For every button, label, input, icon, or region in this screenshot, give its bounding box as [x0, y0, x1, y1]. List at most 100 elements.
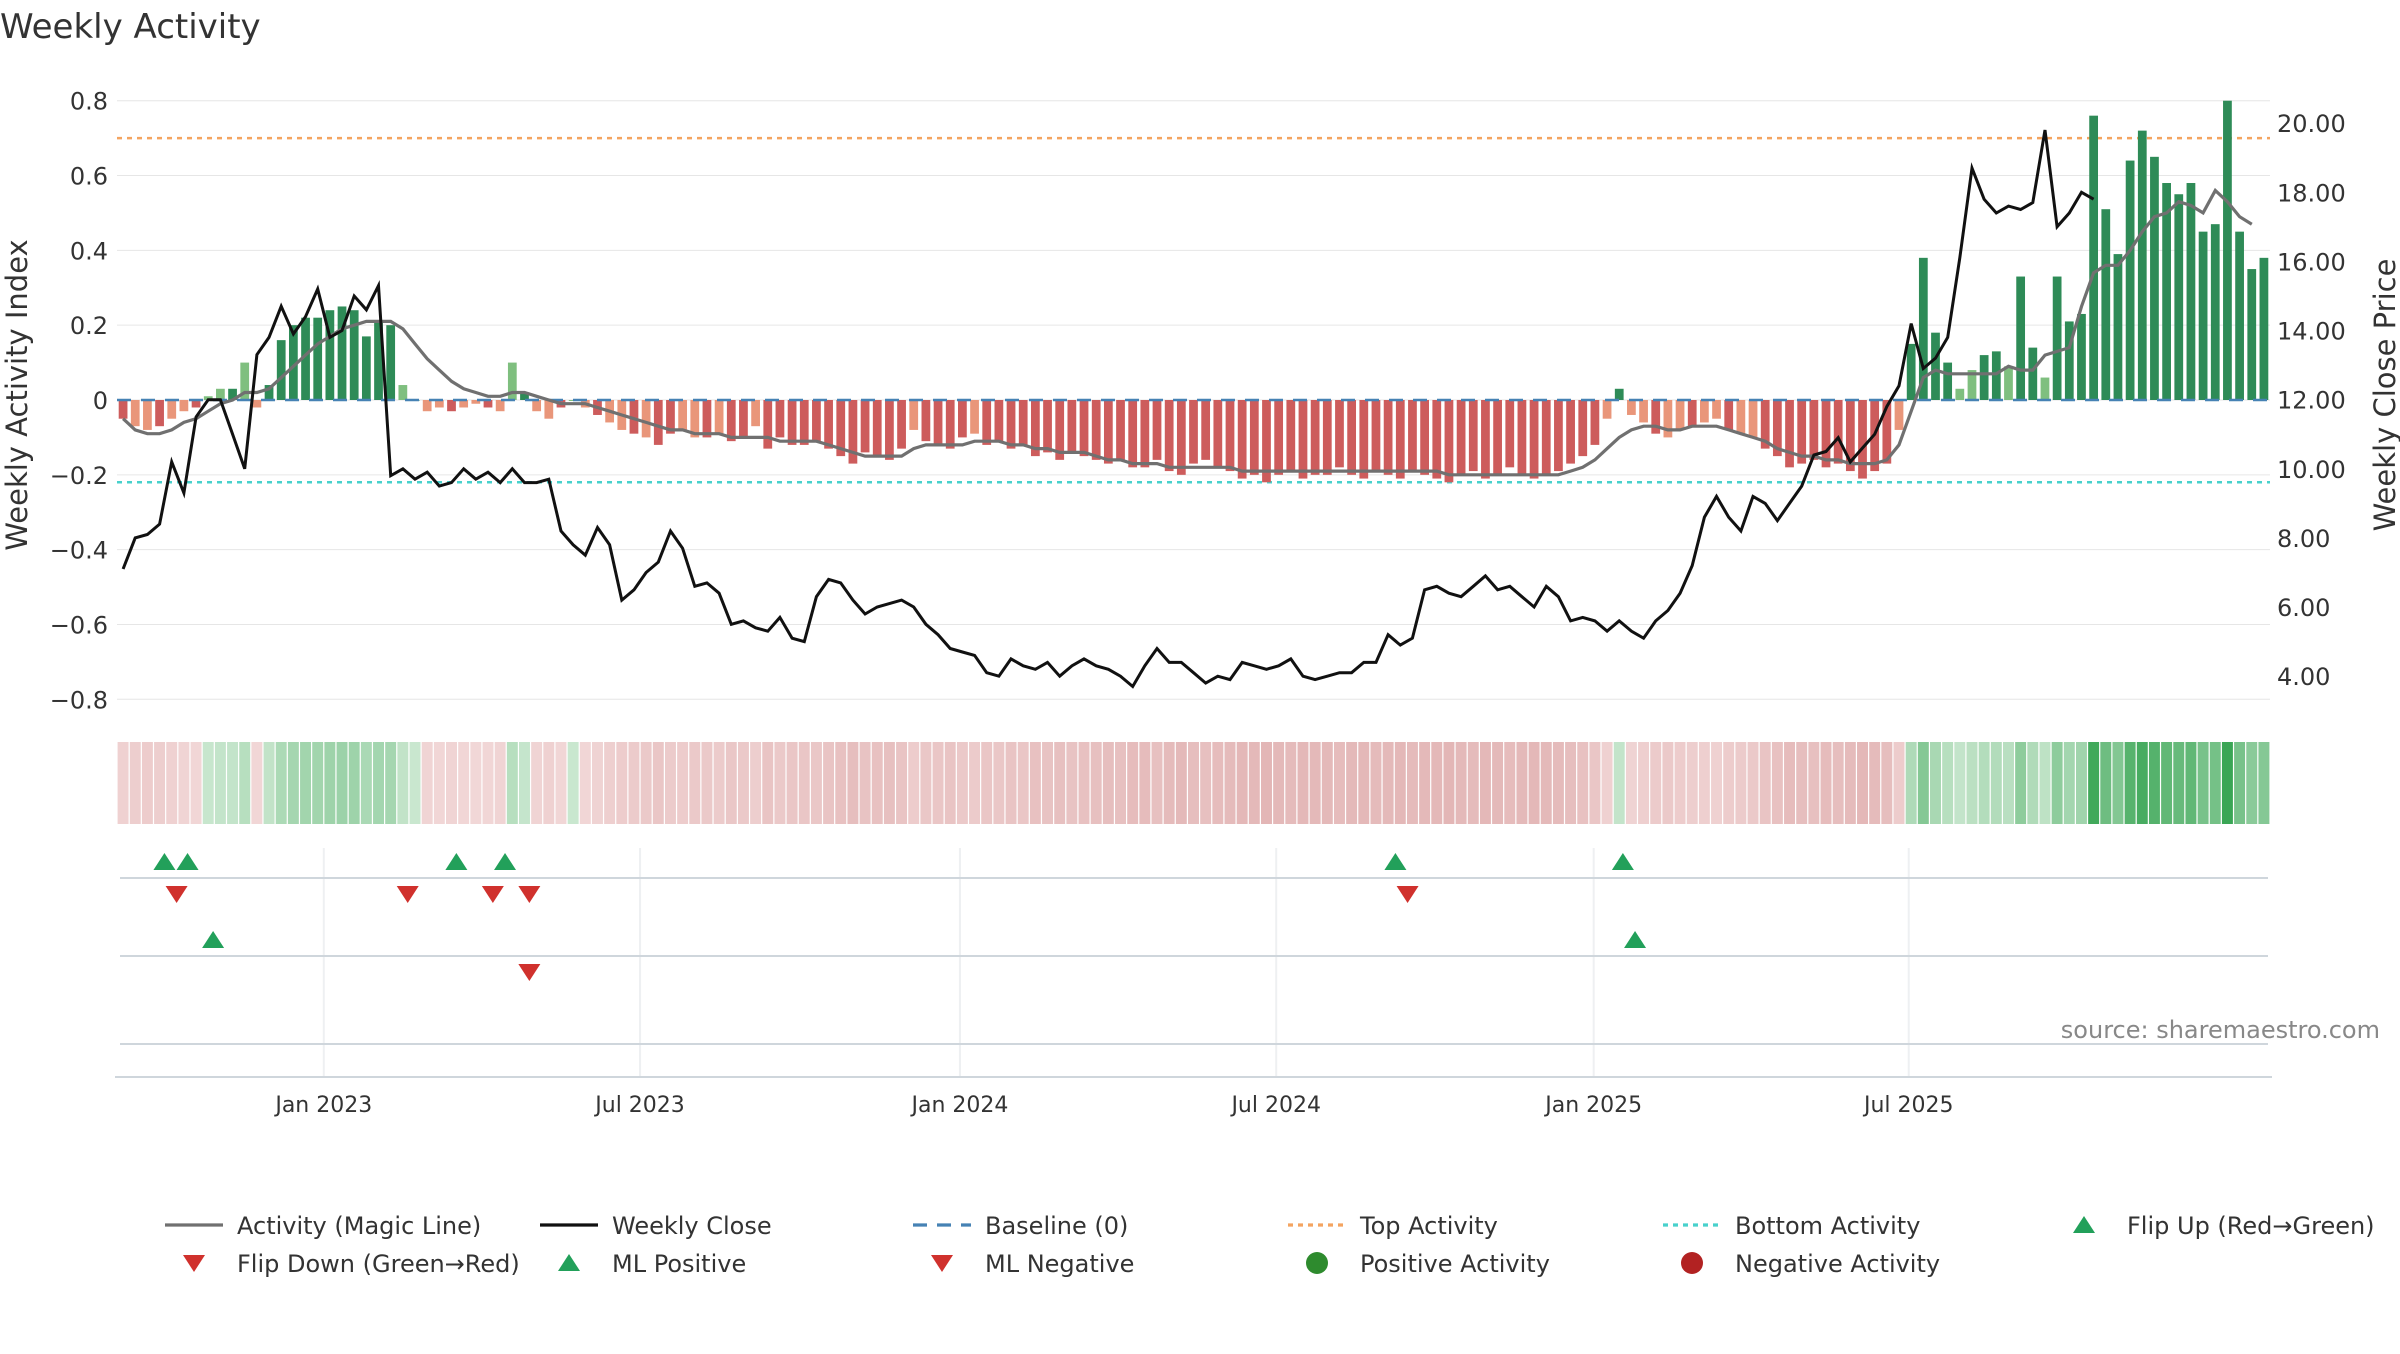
left-tick-label: 0.8	[70, 88, 108, 116]
activity-bar	[1408, 400, 1417, 472]
activity-bar	[1310, 400, 1320, 475]
right-tick-label: 4.00	[2277, 663, 2330, 691]
heat-cell	[969, 742, 981, 824]
activity-bar	[702, 400, 712, 438]
legend-label: Bottom Activity	[1735, 1212, 1920, 1240]
activity-bar	[824, 400, 833, 449]
series-lines	[121, 129, 2253, 689]
activity-bar	[1359, 400, 1369, 479]
heat-cell	[1309, 742, 1321, 824]
heat-cell	[275, 742, 287, 824]
heat-cell	[1358, 742, 1370, 824]
ml-positive-marker	[1624, 931, 1647, 948]
activity-bar	[897, 400, 906, 449]
heat-cell	[1674, 742, 1686, 824]
heat-cell	[2063, 742, 2075, 824]
heat-cell	[2173, 742, 2185, 824]
legend-label: Negative Activity	[1735, 1250, 1940, 1278]
activity-bar	[325, 310, 335, 400]
activity-bar	[1091, 400, 1101, 460]
activity-bar	[885, 400, 894, 460]
x-tick-label: Jul 2025	[1862, 1093, 1954, 1118]
left-axis-ticks: 0.8 0.6 0.4 0.2 0 −0.2 −0.4 −0.6 −0.8	[50, 88, 108, 715]
heat-cell	[239, 742, 251, 824]
heat-cell	[2136, 742, 2148, 824]
heat-cell	[932, 742, 944, 824]
activity-bar	[143, 400, 152, 430]
heat-cell	[1492, 742, 1504, 824]
activity-bar	[653, 400, 663, 445]
heat-cell	[251, 742, 263, 824]
heat-cell	[2088, 742, 2100, 824]
activity-bar	[1432, 400, 1442, 479]
activity-bar	[775, 400, 785, 438]
activity-bar	[361, 336, 371, 400]
heat-cell	[2221, 742, 2233, 824]
activity-bar	[994, 400, 1004, 442]
heat-cell	[543, 742, 555, 824]
activity-bar	[1918, 257, 1928, 400]
activity-bar	[933, 400, 943, 445]
activity-bar	[118, 400, 128, 419]
heat-cell	[1212, 742, 1224, 824]
activity-bar	[1335, 400, 1344, 468]
weekly-close-line	[121, 129, 2095, 689]
heat-cell	[166, 742, 178, 824]
activity-bar	[1505, 400, 1515, 468]
heat-cell	[1613, 742, 1625, 824]
flip-down-marker	[396, 886, 419, 903]
activity-bar	[1663, 400, 1673, 438]
heat-cell	[1297, 742, 1309, 824]
heat-cell	[1930, 742, 1941, 824]
heat-cell	[859, 742, 871, 824]
heat-cell	[1005, 742, 1017, 824]
heat-cell	[446, 742, 457, 824]
heat-cell	[1990, 742, 2002, 824]
heat-cell	[920, 742, 932, 824]
x-tick-label: Jul 2023	[593, 1093, 685, 1118]
legend-item: Bottom Activity	[1663, 1212, 1920, 1240]
left-tick-label: −0.4	[50, 537, 108, 565]
heat-cell	[835, 742, 847, 824]
activity-bar	[860, 400, 870, 453]
heat-cell	[2246, 742, 2258, 824]
heat-cell	[1188, 742, 1199, 824]
activity-bar	[2259, 257, 2269, 400]
activity-bar	[2101, 209, 2111, 400]
heat-cell	[1893, 742, 1905, 824]
activity-bar	[1651, 400, 1661, 434]
heat-cell	[786, 742, 798, 824]
legend-item: ML Negative	[931, 1250, 1134, 1278]
x-tick-label: Jul 2024	[1229, 1093, 1321, 1118]
heat-cell	[810, 742, 822, 824]
activity-bar	[1347, 400, 1357, 475]
activity-bar	[2198, 231, 2208, 400]
activity-bar	[1602, 400, 1612, 419]
heat-cell	[1346, 742, 1358, 824]
legend-item: Activity (Magic Line)	[165, 1212, 481, 1240]
activity-bar	[1554, 400, 1563, 472]
right-tick-label: 12.00	[2277, 387, 2346, 415]
left-axis-label: Weekly Activity Index	[0, 239, 34, 550]
heat-cell	[531, 742, 543, 824]
heat-cell	[567, 742, 579, 824]
legend-item: Flip Up (Red→Green)	[2073, 1212, 2375, 1240]
legend-label: Positive Activity	[1360, 1250, 1550, 1278]
activity-bar	[471, 400, 481, 404]
activity-bar	[1371, 400, 1381, 472]
activity-bar	[544, 400, 554, 419]
activity-bar	[1140, 400, 1150, 468]
activity-bar	[1797, 400, 1807, 464]
heat-cell	[1261, 742, 1272, 824]
activity-bar	[1700, 400, 1709, 423]
activity-bar	[1760, 400, 1770, 449]
activity-bar	[1201, 400, 1211, 460]
flip-up-marker	[1384, 853, 1407, 870]
activity-bar	[1116, 400, 1125, 460]
heat-cell	[494, 742, 506, 824]
heat-cell	[227, 742, 239, 824]
heat-cell	[348, 742, 360, 824]
heat-cell	[2209, 742, 2221, 824]
activity-bar	[1979, 355, 1989, 400]
activity-bar	[301, 317, 310, 400]
